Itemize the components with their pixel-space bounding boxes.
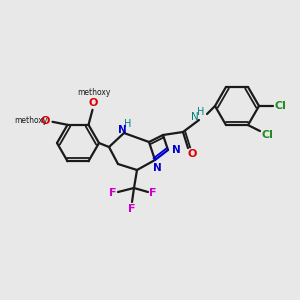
Text: Cl: Cl: [274, 101, 286, 111]
Text: Cl: Cl: [261, 130, 273, 140]
Text: O: O: [89, 98, 98, 108]
Text: F: F: [109, 188, 117, 198]
Text: N: N: [191, 112, 199, 122]
Text: O: O: [187, 149, 197, 159]
Text: O: O: [41, 116, 50, 126]
Text: N: N: [153, 163, 161, 173]
Text: N: N: [118, 125, 126, 135]
Text: N: N: [172, 145, 180, 155]
Text: F: F: [149, 188, 157, 198]
Text: F: F: [128, 204, 136, 214]
Text: methoxy: methoxy: [77, 88, 110, 97]
Text: H: H: [197, 107, 205, 117]
Text: methoxy: methoxy: [14, 116, 47, 125]
Text: H: H: [124, 119, 132, 129]
